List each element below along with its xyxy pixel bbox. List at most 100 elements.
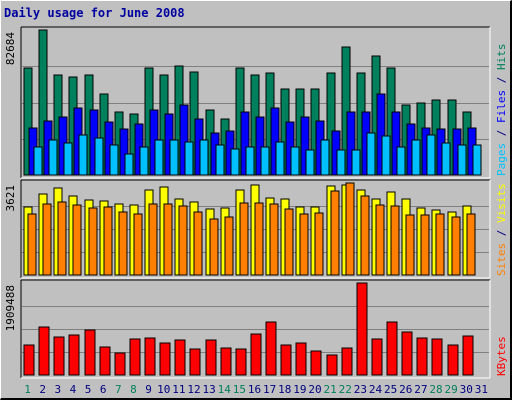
bar-kbytes: [386, 321, 398, 376]
bar-pages: [411, 139, 421, 176]
bar-sites: [435, 213, 445, 276]
x-tick-label: 2: [39, 383, 46, 396]
legend-item: Pages: [495, 143, 508, 176]
bar-sites: [420, 214, 430, 276]
bar-pages: [351, 149, 361, 176]
bar-pages: [124, 153, 134, 176]
bar-sites: [269, 203, 279, 276]
x-tick-label: 6: [100, 383, 107, 396]
bar-sites: [88, 207, 98, 276]
bar-kbytes: [431, 338, 443, 376]
bar-kbytes: [174, 339, 186, 376]
bar-kbytes: [68, 334, 80, 376]
bar-sites: [42, 203, 52, 276]
bar-kbytes: [401, 331, 413, 376]
bar-sites: [254, 202, 264, 276]
x-tick-label: 17: [263, 383, 276, 396]
bar-kbytes: [99, 346, 111, 376]
bar-sites: [330, 190, 340, 276]
bar-sites: [375, 204, 385, 276]
x-tick-label: 30: [460, 383, 473, 396]
y-max-label: 1909488: [4, 285, 17, 331]
bar-pages: [472, 144, 482, 176]
bar-pages: [230, 148, 240, 176]
bar-kbytes: [371, 338, 383, 376]
bar-pages: [215, 144, 225, 176]
x-tick-label: 9: [145, 383, 152, 396]
bar-sites: [466, 213, 476, 276]
bar-kbytes: [280, 344, 292, 376]
bar-kbytes: [416, 337, 428, 376]
bar-sites: [451, 216, 461, 276]
legend-item: Hits: [495, 44, 508, 71]
bar-kbytes: [295, 342, 307, 376]
bar-pages: [290, 146, 300, 176]
bar-kbytes: [462, 335, 474, 376]
bar-kbytes: [265, 321, 277, 376]
bar-sites: [239, 202, 249, 276]
x-tick-label: 7: [115, 383, 122, 396]
x-tick-label: 24: [369, 383, 383, 396]
bar-pages: [275, 141, 285, 176]
x-tick-label: 5: [85, 383, 92, 396]
bar-pages: [260, 146, 270, 176]
bar-kbytes: [129, 338, 141, 376]
legend-item: Files: [495, 90, 508, 123]
bar-pages: [426, 134, 436, 176]
legend-item: /: [495, 123, 508, 143]
chart-title: Daily usage for June 2008: [4, 6, 185, 20]
bar-files: [300, 116, 310, 176]
bar-pages: [336, 149, 346, 176]
legend-item: KBytes: [495, 336, 508, 376]
x-tick-label: 8: [130, 383, 137, 396]
bar-sites: [284, 208, 294, 276]
bar-pages: [109, 144, 119, 176]
bar-kbytes: [235, 348, 247, 376]
bar-kbytes: [250, 333, 262, 376]
bar-kbytes: [114, 352, 126, 376]
bar-sites: [72, 204, 82, 276]
bar-hits: [326, 72, 336, 176]
bar-hits: [341, 46, 351, 176]
x-tick-label: 12: [187, 383, 200, 396]
x-tick-label: 18: [278, 383, 291, 396]
x-tick-label: 3: [55, 383, 62, 396]
x-tick-label: 21: [324, 383, 337, 396]
bar-pages: [305, 149, 315, 176]
bar-files: [255, 116, 265, 176]
bar-sites: [118, 211, 128, 276]
x-tick-label: 10: [157, 383, 170, 396]
bar-kbytes: [341, 347, 353, 376]
legend-item: Sites: [495, 243, 508, 276]
bar-sites: [57, 201, 67, 276]
legend-label: KBytes: [495, 336, 508, 376]
bar-sites: [27, 213, 37, 276]
bar-pages: [199, 139, 209, 176]
bar-files: [179, 104, 189, 176]
bar-kbytes: [84, 329, 96, 376]
bar-sites: [314, 212, 324, 276]
x-tick-label: 16: [248, 383, 261, 396]
x-tick-label: 31: [475, 383, 488, 396]
bar-sites: [345, 182, 355, 276]
x-tick-label: 25: [384, 383, 397, 396]
bar-sites: [209, 218, 219, 276]
bar-pages: [441, 142, 451, 176]
bar-kbytes: [220, 347, 232, 376]
bar-files: [346, 111, 356, 176]
bar-pages: [154, 139, 164, 176]
bar-pages: [94, 137, 104, 176]
bar-kbytes: [356, 282, 368, 376]
legend-item: Visits: [495, 183, 508, 223]
bar-hits: [23, 67, 33, 176]
bar-kbytes: [205, 339, 217, 376]
bar-pages: [78, 134, 88, 176]
x-tick-label: 29: [445, 383, 458, 396]
bar-sites: [148, 203, 158, 276]
bar-sites: [390, 205, 400, 276]
x-tick-label: 27: [414, 383, 427, 396]
bar-files: [391, 111, 401, 176]
x-tick-label: 1: [24, 383, 31, 396]
